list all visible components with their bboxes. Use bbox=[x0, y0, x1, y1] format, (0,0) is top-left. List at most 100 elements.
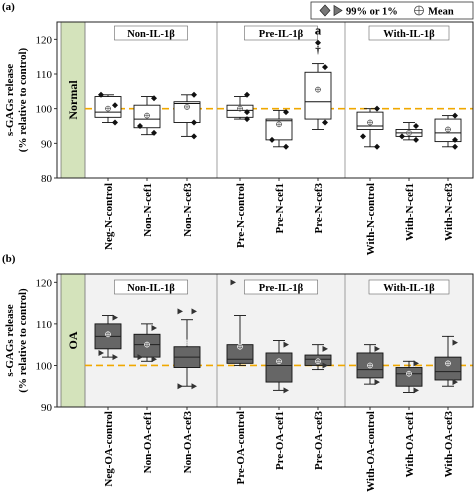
group-header-frame bbox=[114, 279, 188, 295]
y-tick-label: 120 bbox=[36, 277, 53, 289]
x-tick-label: Pre-N-cef1 bbox=[274, 183, 286, 233]
box-Pre-N-cef1 bbox=[265, 109, 293, 150]
extreme-point bbox=[413, 387, 419, 394]
y-tick-label: 100 bbox=[36, 104, 53, 116]
extreme-point bbox=[98, 91, 104, 98]
y-tick-label: 100 bbox=[36, 360, 53, 372]
box-Pre-N-cef3 bbox=[304, 39, 332, 130]
x-tick-label: Non-N-cef3 bbox=[182, 183, 194, 237]
extreme-point bbox=[452, 136, 458, 143]
box-With-N-control bbox=[356, 105, 384, 150]
extreme-point bbox=[112, 354, 118, 361]
x-tick-label: Pre-N-cef3 bbox=[313, 183, 325, 234]
extreme-point bbox=[322, 64, 328, 71]
extreme-point bbox=[191, 308, 197, 315]
box-Pre-OA-cef3 bbox=[304, 344, 332, 371]
extreme-point bbox=[283, 109, 289, 116]
box-iqr bbox=[265, 118, 293, 141]
extreme-point bbox=[322, 345, 328, 352]
box-iqr bbox=[304, 71, 332, 120]
panel-a: (a) Normal Non-IL-1β Pre-IL-1β With-IL-1β a † 8… bbox=[2, 1, 474, 255]
legend: 99% or 1% Mean bbox=[310, 1, 474, 20]
extreme-point bbox=[399, 133, 405, 140]
extreme-point bbox=[244, 91, 250, 98]
x-tick-label: With-N-control bbox=[365, 183, 377, 255]
y-tick-label: 80 bbox=[41, 173, 53, 185]
x-tick-label: With-N-cef3 bbox=[443, 183, 455, 241]
box-With-N-cef3 bbox=[434, 112, 462, 150]
box-Pre-N-control bbox=[226, 91, 254, 123]
x-tick-label: Non-OA-cef1 bbox=[142, 411, 154, 473]
x-tick-label: Non-OA-cef3 bbox=[182, 411, 194, 474]
group-header-frame bbox=[244, 279, 318, 295]
extreme-point bbox=[151, 325, 157, 332]
x-tick-label: With-OA-cef3 bbox=[443, 411, 455, 478]
side-label: Normal bbox=[66, 80, 80, 120]
y-tick-label: 90 bbox=[41, 402, 53, 414]
extreme-point bbox=[177, 383, 183, 390]
group-header-label: Non-IL-1β bbox=[127, 283, 175, 294]
extreme-point bbox=[413, 123, 419, 129]
box-Neg-N-control bbox=[94, 91, 122, 126]
panel-b: (b) OA Non-IL-1β Pre-IL-1β With-IL-1β 90 100 11… bbox=[2, 253, 474, 492]
extreme-point bbox=[360, 133, 366, 140]
box-iqr bbox=[265, 352, 293, 383]
panel-label: (a) bbox=[2, 1, 15, 13]
y-axis-label-line1: s-GAGs release bbox=[4, 64, 16, 136]
extreme-point bbox=[151, 129, 157, 136]
x-tick-label: Neg-OA-control bbox=[103, 411, 115, 487]
extreme-point bbox=[191, 383, 197, 390]
extreme-point bbox=[98, 349, 104, 356]
group-header-label: Pre-IL-1β bbox=[259, 29, 304, 40]
box-Non-OA-cef1 bbox=[133, 323, 161, 363]
group-header-label: With-IL-1β bbox=[383, 283, 435, 294]
extreme-point bbox=[322, 119, 328, 126]
extreme-point bbox=[151, 356, 157, 363]
extreme-point bbox=[230, 279, 236, 286]
side-strip bbox=[60, 273, 86, 408]
extreme-point bbox=[151, 95, 157, 102]
legend-extreme-label: 99% or 1% bbox=[346, 7, 398, 18]
extreme-point bbox=[191, 119, 197, 126]
legend-frame bbox=[310, 1, 474, 20]
extreme-point bbox=[137, 123, 143, 129]
extreme-point bbox=[452, 143, 458, 150]
extreme-point bbox=[191, 91, 197, 98]
extreme-point bbox=[452, 112, 458, 119]
extreme-point bbox=[244, 116, 250, 123]
extreme-point bbox=[177, 308, 183, 315]
y-tick-label: 110 bbox=[36, 319, 53, 331]
extreme-point bbox=[112, 314, 118, 321]
extreme-point bbox=[452, 379, 458, 386]
x-tick-label: Non-N-cef1 bbox=[142, 183, 154, 237]
y-tick-label: 120 bbox=[36, 34, 53, 46]
x-tick-label: With-OA-cef1 bbox=[404, 411, 416, 477]
box-Neg-OA-control bbox=[94, 314, 122, 361]
extreme-point bbox=[283, 143, 289, 150]
group-header-label: Non-IL-1β bbox=[127, 29, 175, 40]
plot-frame bbox=[56, 21, 474, 179]
group-header-frame bbox=[244, 25, 318, 41]
x-tick-label: Pre-OA-cef3 bbox=[313, 411, 325, 471]
group-header-label: With-IL-1β bbox=[383, 29, 435, 40]
extreme-point bbox=[269, 136, 275, 143]
y-axis-label-line1: s-GAGs release bbox=[4, 304, 16, 376]
y-tick-label: 90 bbox=[41, 138, 53, 150]
box-With-OA-cef3 bbox=[434, 335, 462, 387]
box-Non-OA-cef3 bbox=[173, 308, 201, 390]
y-axis-label-line2: (% relative to control) bbox=[17, 288, 29, 393]
extreme-point bbox=[112, 102, 118, 109]
extreme-point bbox=[283, 387, 289, 394]
annotation: † bbox=[315, 45, 321, 57]
box-iqr bbox=[395, 367, 423, 387]
extreme-point bbox=[374, 345, 380, 352]
legend-diamond-icon bbox=[319, 4, 331, 17]
plot-area bbox=[57, 22, 473, 178]
box-Pre-OA-cef1 bbox=[265, 340, 293, 394]
extreme-point bbox=[137, 354, 143, 361]
extreme-point bbox=[315, 39, 321, 46]
x-tick-label: Neg-N-control bbox=[103, 183, 115, 250]
y-axis-label-line2: (% relative to control) bbox=[17, 47, 29, 152]
box-With-OA-cef1 bbox=[395, 360, 423, 394]
